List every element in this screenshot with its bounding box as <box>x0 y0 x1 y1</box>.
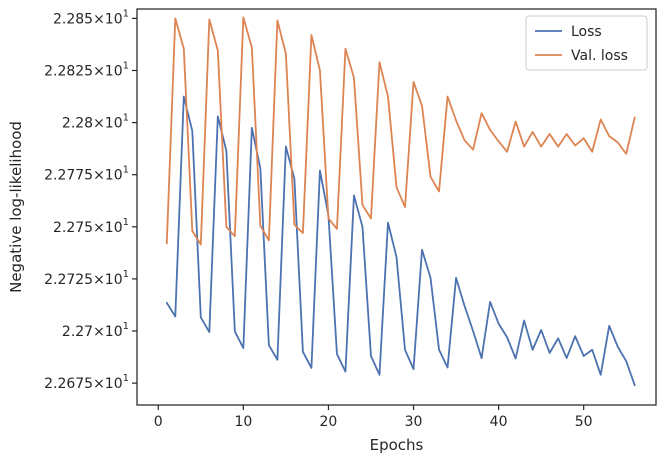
y-tick-label: 2.2775×101 <box>44 165 129 184</box>
y-tick-label: 2.275×101 <box>53 217 129 236</box>
legend-label-1: Val. loss <box>571 48 628 64</box>
x-axis: 0 10 20 30 40 50 <box>154 405 593 430</box>
x-tick-label: 0 <box>154 414 163 430</box>
x-tick-label: 10 <box>234 414 252 430</box>
x-tick-label: 30 <box>405 414 423 430</box>
y-tick-label: 2.2825×101 <box>44 60 129 79</box>
x-tick-label: 50 <box>575 414 593 430</box>
x-tick-label: 20 <box>320 414 338 430</box>
y-tick-label: 2.285×101 <box>53 8 129 27</box>
x-axis-title: Epochs <box>370 436 424 454</box>
x-tick-label: 40 <box>490 414 508 430</box>
series-line-1 <box>165 16 636 246</box>
y-tick-label: 2.2675×101 <box>44 373 129 392</box>
legend: Loss Val. loss <box>525 15 648 71</box>
series-line-0 <box>165 95 636 387</box>
plot-frame <box>136 8 657 406</box>
plot-lines <box>165 16 636 387</box>
y-axis: 2.2675×101 2.27×101 2.2725×101 2.275×101 2.2… <box>44 8 137 392</box>
y-axis-title: Negative log-likelihood <box>7 121 25 293</box>
y-tick-label: 2.27×101 <box>62 321 129 340</box>
y-tick-label: 2.28×101 <box>62 113 129 132</box>
legend-label-0: Loss <box>571 24 602 40</box>
legend-box <box>525 15 648 71</box>
y-tick-label: 2.2725×101 <box>44 269 129 288</box>
